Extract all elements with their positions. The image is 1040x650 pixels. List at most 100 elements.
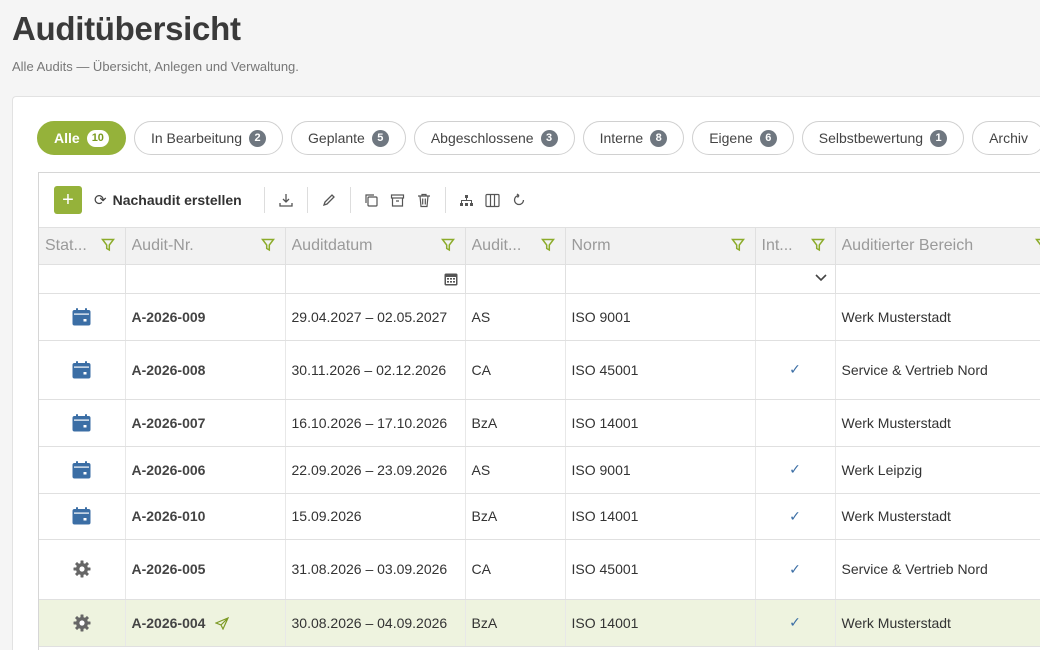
tab-archiv[interactable]: Archiv (972, 121, 1040, 155)
column-header[interactable]: Norm (565, 228, 756, 265)
table-row[interactable]: A-2026-010 15.09.2026 BzA ISO 14001 ✓ Werk Mu… (39, 493, 1040, 540)
status-cell (39, 399, 126, 447)
filter-funnel-icon[interactable] (260, 238, 275, 252)
tab-label: In Bearbeitung (150, 130, 243, 146)
tab-label: Interne (599, 130, 644, 146)
toolbar-divider (306, 187, 308, 213)
columns-icon[interactable] (480, 187, 506, 213)
send-icon[interactable] (215, 617, 230, 631)
audit-date-cell: 30.08.2026 – 04.09.2026 (285, 599, 466, 647)
delete-icon[interactable] (411, 187, 437, 213)
filter-funnel-icon[interactable] (810, 238, 825, 252)
audit-nr: A-2026-008 (131, 361, 206, 378)
grid-toolbar: + ⟳ Nachaudit erstellen (39, 173, 1040, 228)
download-icon[interactable] (273, 187, 299, 213)
tab-alle[interactable]: Alle 10 (37, 121, 126, 155)
tab-label: Eigene (709, 130, 753, 146)
hierarchy-icon[interactable] (454, 187, 480, 213)
gear-icon (73, 560, 91, 578)
create-reaudit-button[interactable]: ⟳ Nachaudit erstellen (94, 191, 242, 209)
filter-cell[interactable] (835, 264, 1040, 294)
edit-icon[interactable] (316, 187, 342, 213)
calendar-icon (72, 307, 91, 326)
filter-cell-date[interactable] (285, 264, 466, 294)
norm-cell: ISO 14001 (565, 493, 756, 540)
tab-count-badge: 2 (249, 129, 267, 147)
table-row[interactable]: A-2026-009 29.04.2027 – 02.05.2027 AS ISO 9… (39, 293, 1040, 341)
internal-cell: ✓ (755, 599, 836, 647)
column-header[interactable]: Auditierter Bereich (835, 228, 1040, 265)
audit-date-cell: 16.10.2026 – 17.10.2026 (285, 399, 466, 447)
filter-cell[interactable] (465, 264, 566, 294)
audit-nr-cell: A-2026-010 (125, 493, 286, 540)
table-row[interactable]: A-2026-007 16.10.2026 – 17.10.2026 BzA ISO … (39, 399, 1040, 447)
table-row[interactable]: A-2026-006 22.09.2026 – 23.09.2026 AS ISO 9… (39, 446, 1040, 494)
archive-icon[interactable] (385, 187, 411, 213)
filter-funnel-icon[interactable] (540, 238, 555, 252)
internal-cell: ✓ (755, 340, 836, 400)
norm-cell: ISO 14001 (565, 599, 756, 647)
internal-cell: ✓ (755, 539, 836, 600)
tab-selbstbewertung[interactable]: Selbstbewertung 1 (801, 121, 965, 155)
filter-cell[interactable] (39, 264, 126, 294)
table-row[interactable]: A-2026-008 30.11.2026 – 02.12.2026 CA ISO 4… (39, 340, 1040, 400)
audit-nr: A-2026-006 (131, 461, 206, 478)
audit-type-cell: AS (465, 293, 566, 341)
status-cell (39, 493, 126, 540)
gear-icon (73, 614, 91, 632)
audit-nr-cell: A-2026-006 (125, 446, 286, 494)
tab-abgeschlossene[interactable]: Abgeschlossene 3 (413, 121, 575, 155)
column-header-label: Audit-Nr. (131, 236, 194, 254)
norm-cell: ISO 14001 (565, 399, 756, 447)
audit-nr: A-2026-004 (131, 614, 206, 631)
tab-count-badge: 10 (86, 129, 109, 147)
filter-funnel-icon[interactable] (100, 238, 115, 252)
column-header-label: Auditierter Bereich (841, 236, 974, 254)
internal-cell (755, 293, 836, 341)
tab-eigene[interactable]: Eigene 6 (692, 121, 794, 155)
page-subtitle: Alle Audits — Übersicht, Anlegen und Ver… (12, 59, 299, 74)
column-header[interactable]: Audit... (465, 228, 566, 265)
audit-nr-cell: A-2026-007 (125, 399, 286, 447)
audit-type-cell: CA (465, 539, 566, 600)
chevron-down-icon[interactable] (814, 273, 828, 283)
column-header[interactable]: Auditdatum (285, 228, 466, 265)
tab-geplante[interactable]: Geplante 5 (291, 121, 406, 155)
filter-cell[interactable] (565, 264, 756, 294)
add-audit-button[interactable]: + (54, 186, 82, 214)
audit-date-cell: 15.09.2026 (285, 493, 466, 540)
filter-funnel-icon[interactable] (440, 238, 455, 252)
column-header[interactable]: Int... (755, 228, 836, 265)
tab-in-bearbeitung[interactable]: In Bearbeitung 2 (133, 121, 284, 155)
column-header[interactable]: Stat... (39, 228, 126, 265)
column-header-label: Norm (571, 236, 611, 254)
audited-area-cell: Werk Musterstadt (835, 293, 1040, 341)
filter-cell[interactable] (125, 264, 286, 294)
refresh-icon[interactable] (506, 187, 532, 213)
calendar-picker-icon[interactable] (444, 272, 458, 286)
toolbar-divider (444, 187, 446, 213)
filter-funnel-icon[interactable] (730, 238, 745, 252)
audited-area-cell: Service & Vertrieb Nord (835, 539, 1040, 600)
calendar-icon (72, 360, 91, 379)
tab-label: Selbstbewertung (818, 130, 924, 146)
audit-type-cell: BzA (465, 493, 566, 540)
filter-funnel-icon[interactable] (1034, 238, 1040, 252)
tab-count-badge: 8 (650, 129, 668, 147)
table-row[interactable]: A-2026-004 30.08.2026 – 04.09.2026 BzA ISO … (39, 599, 1040, 647)
audit-type-cell: BzA (465, 399, 566, 447)
filter-cell-internal[interactable] (755, 264, 836, 294)
audited-area-cell: Werk Musterstadt (835, 599, 1040, 647)
column-header[interactable]: Audit-Nr. (125, 228, 286, 265)
copy-icon[interactable] (359, 187, 385, 213)
page-title: Auditübersicht (12, 10, 241, 47)
table-row[interactable]: A-2026-005 31.08.2026 – 03.09.2026 CA ISO 4… (39, 539, 1040, 600)
audit-nr-cell: A-2026-004 (125, 599, 286, 647)
audit-nr: A-2026-009 (131, 308, 206, 325)
audit-type-cell: CA (465, 340, 566, 400)
audit-type-cell: BzA (465, 599, 566, 647)
tab-interne[interactable]: Interne 8 (582, 121, 685, 155)
tab-label: Alle (54, 130, 80, 146)
calendar-icon (72, 413, 91, 432)
audit-date-cell: 31.08.2026 – 03.09.2026 (285, 539, 466, 600)
